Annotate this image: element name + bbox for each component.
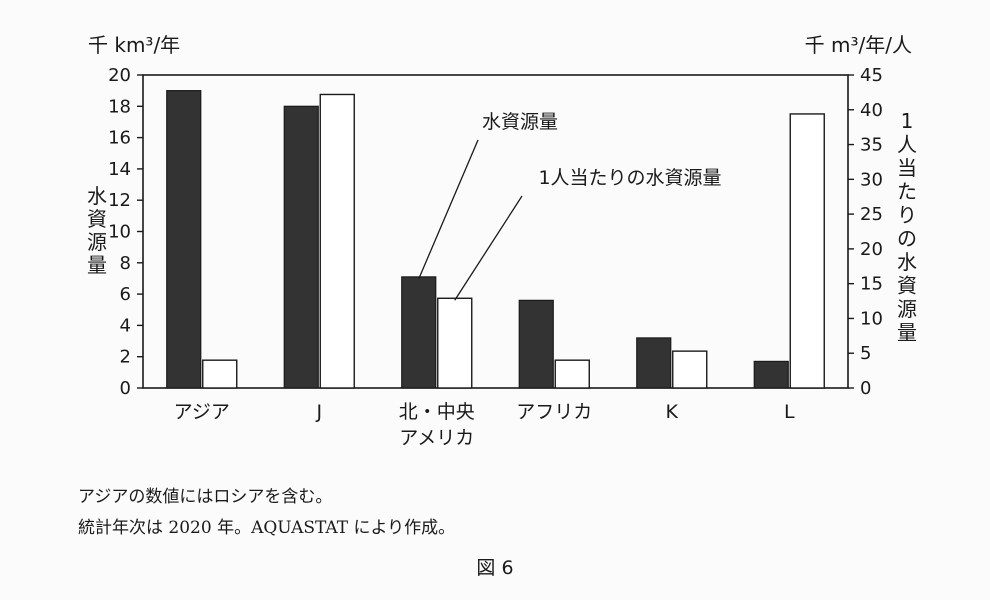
left-tick-label: 18 xyxy=(108,96,131,117)
note-russia: アジアの数値にはロシアを含む。 xyxy=(78,487,333,507)
bar-water-per-capita xyxy=(672,350,708,389)
bar-water-resources xyxy=(401,276,437,389)
annotation-label: 水資源量 xyxy=(482,111,558,133)
bar-water-per-capita xyxy=(437,297,473,389)
bar-water-per-capita xyxy=(789,113,825,389)
annotation-leader-line xyxy=(454,195,523,301)
bar-chart: 0 2 4 6 8 10 12 14 16 18 20 0 5 10 15 20 25 30 35 40 45 千 km³… xyxy=(87,33,917,449)
bar-water-resources xyxy=(518,299,554,389)
right-axis-title-char: た xyxy=(897,180,917,204)
right-axis-title-char: 資 xyxy=(897,274,917,298)
right-axis-title-char: 当 xyxy=(897,156,917,180)
bar-water-resources xyxy=(283,105,319,389)
category-label: アジア xyxy=(174,401,230,423)
right-axis-title-char: 1 xyxy=(901,109,914,133)
right-axis-title-char: り xyxy=(897,203,917,227)
category-label: L xyxy=(784,401,795,423)
right-tick-label: 10 xyxy=(860,308,883,329)
right-tick-label: 40 xyxy=(860,100,883,121)
right-tick-label: 30 xyxy=(860,169,883,190)
annotation-leader-line xyxy=(418,139,479,280)
category-label: J xyxy=(315,401,322,423)
left-tick-label: 14 xyxy=(108,159,131,180)
category-label: アフリカ xyxy=(516,401,592,423)
left-axis-unit: 千 km³/年 xyxy=(88,33,180,57)
right-axis-title-char: 量 xyxy=(897,321,917,345)
left-tick-label: 2 xyxy=(120,347,131,368)
right-axis-unit: 千 m³/年/人 xyxy=(805,33,912,57)
bar-water-resources xyxy=(753,360,789,389)
right-tick-label: 20 xyxy=(860,239,883,260)
category-label: 北・中央 xyxy=(399,401,475,423)
left-axis-title-char: 資 xyxy=(87,207,107,231)
left-axis-title-char: 量 xyxy=(87,253,107,277)
left-tick-label: 6 xyxy=(120,284,131,305)
right-tick-label: 45 xyxy=(860,65,883,86)
category-label: K xyxy=(666,401,679,423)
left-tick-label: 16 xyxy=(108,128,131,149)
right-tick-label: 25 xyxy=(860,204,883,225)
right-axis-title-char: 人 xyxy=(897,133,917,157)
annotation-label: 1人当たりの水資源量 xyxy=(538,167,721,189)
figure-caption: 図 6 xyxy=(476,557,514,579)
bar-water-per-capita xyxy=(319,93,355,389)
left-tick-label: 10 xyxy=(108,222,131,243)
right-tick-label: 5 xyxy=(860,343,871,364)
bar-water-per-capita xyxy=(554,359,590,389)
right-axis-title-char: 水 xyxy=(897,250,917,274)
left-tick-label: 0 xyxy=(120,378,131,399)
left-tick-label: 4 xyxy=(120,315,131,336)
bar-water-per-capita xyxy=(202,359,238,389)
bar-water-resources xyxy=(166,90,202,389)
bar-water-resources xyxy=(636,337,672,389)
right-tick-label: 0 xyxy=(860,378,871,399)
right-tick-label: 35 xyxy=(860,135,883,156)
left-axis-title-char: 水 xyxy=(87,184,107,208)
right-tick-label: 15 xyxy=(860,274,883,295)
left-tick-label: 20 xyxy=(108,65,131,86)
right-axis-title-char: 源 xyxy=(897,297,917,321)
left-axis-title-char: 源 xyxy=(87,230,107,254)
category-label: アメリカ xyxy=(399,427,474,449)
right-axis-title-char: の xyxy=(897,227,917,251)
left-tick-label: 8 xyxy=(120,253,131,274)
note-source: 統計年次は 2020 年。AQUASTAT により作成。 xyxy=(78,518,456,538)
left-tick-label: 12 xyxy=(108,190,131,211)
